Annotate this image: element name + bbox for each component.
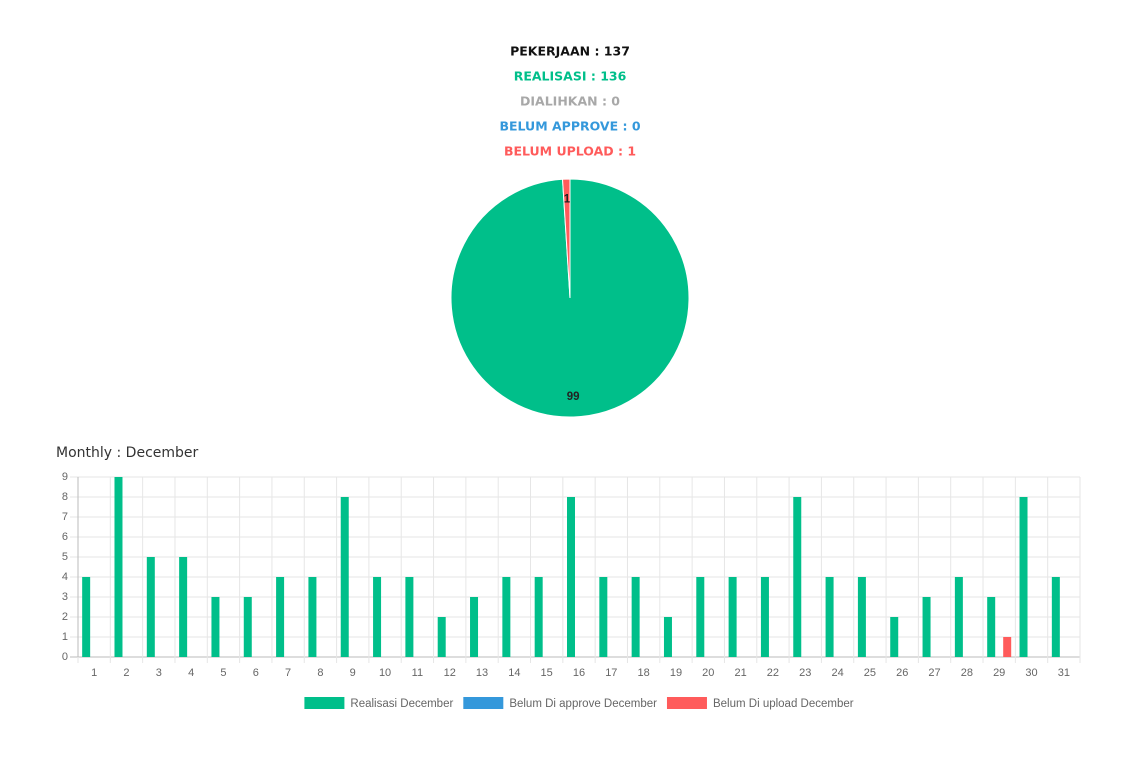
x-tick-label: 22 [767, 667, 779, 679]
x-tick-label: 19 [670, 667, 682, 679]
y-tick-label: 4 [62, 571, 68, 583]
x-tick-label: 5 [220, 667, 226, 679]
y-tick-label: 6 [62, 531, 68, 543]
x-tick-label: 29 [993, 667, 1005, 679]
summary-line: REALISASI : 136 [514, 69, 627, 84]
bar [825, 577, 834, 657]
x-tick-label: 28 [961, 667, 973, 679]
bar [534, 577, 543, 657]
pie-value-label: 99 [567, 391, 580, 403]
x-tick-label: 18 [638, 667, 650, 679]
y-tick-label: 2 [62, 611, 68, 623]
x-tick-label: 15 [541, 667, 553, 679]
bar [470, 597, 479, 657]
bar [373, 577, 382, 657]
y-tick-label: 3 [62, 591, 68, 603]
x-tick-label: 8 [317, 667, 323, 679]
legend-swatch [463, 697, 504, 709]
bar [1003, 637, 1012, 657]
bar [567, 497, 575, 657]
x-tick-label: 4 [188, 667, 194, 679]
bar [502, 577, 511, 657]
x-tick-label: 10 [379, 667, 391, 679]
x-tick-label: 14 [508, 667, 520, 679]
x-tick-label: 12 [444, 667, 456, 679]
bar [696, 577, 705, 657]
bar [599, 577, 608, 657]
x-tick-label: 30 [1025, 667, 1037, 679]
bar [857, 577, 866, 657]
y-tick-label: 8 [62, 491, 68, 503]
bar [211, 597, 220, 657]
bar [146, 557, 155, 657]
y-tick-label: 0 [62, 651, 68, 663]
bar [82, 577, 91, 657]
bar [308, 577, 317, 657]
legend-swatch [666, 697, 707, 709]
bar [276, 577, 285, 657]
x-tick-label: 25 [864, 667, 876, 679]
bar [1019, 497, 1028, 657]
bar [987, 597, 996, 657]
x-tick-label: 31 [1058, 667, 1070, 679]
bar [793, 497, 802, 657]
bar [437, 617, 446, 657]
x-tick-label: 20 [702, 667, 714, 679]
x-tick-label: 13 [476, 667, 488, 679]
x-tick-label: 11 [412, 667, 423, 679]
pie-slice [561, 178, 571, 299]
bar [890, 617, 899, 657]
summary-line: BELUM UPLOAD : 1 [504, 144, 636, 159]
y-tick-label: 1 [62, 631, 68, 643]
bar [922, 597, 931, 657]
x-tick-label: 17 [605, 667, 617, 679]
bar-chart-title: Monthly : December [56, 445, 199, 461]
bar [114, 477, 123, 657]
x-tick-label: 6 [253, 667, 259, 679]
x-tick-label: 2 [123, 667, 129, 679]
bar [631, 577, 640, 657]
bar [728, 577, 737, 657]
bar [179, 557, 188, 657]
bar [243, 597, 252, 657]
legend-label: Belum Di upload December [713, 698, 854, 710]
x-tick-label: 7 [285, 667, 291, 679]
bar [760, 577, 769, 657]
bar [663, 617, 672, 657]
summary-line: BELUM APPROVE : 0 [499, 119, 640, 134]
pie-value-label: 1 [564, 193, 571, 205]
y-tick-label: 5 [62, 551, 68, 563]
x-tick-label: 3 [156, 667, 162, 679]
bar [340, 497, 349, 657]
bar [954, 577, 963, 657]
summary-line: DIALIHKAN : 0 [520, 94, 620, 109]
legend-label: Realisasi December [350, 698, 453, 710]
legend-label: Belum Di approve December [509, 698, 657, 710]
x-tick-label: 23 [799, 667, 811, 679]
x-tick-label: 16 [573, 667, 585, 679]
bar [405, 577, 414, 657]
y-tick-label: 7 [62, 511, 68, 523]
x-tick-label: 1 [91, 667, 97, 679]
x-tick-label: 21 [734, 667, 746, 679]
x-tick-label: 27 [928, 667, 940, 679]
summary-line: PEKERJAAN : 137 [510, 44, 630, 59]
legend-swatch [304, 697, 345, 709]
x-tick-label: 9 [350, 667, 356, 679]
bar [1051, 577, 1060, 657]
y-tick-label: 9 [62, 471, 68, 483]
x-tick-label: 26 [896, 667, 908, 679]
x-tick-label: 24 [831, 667, 843, 679]
